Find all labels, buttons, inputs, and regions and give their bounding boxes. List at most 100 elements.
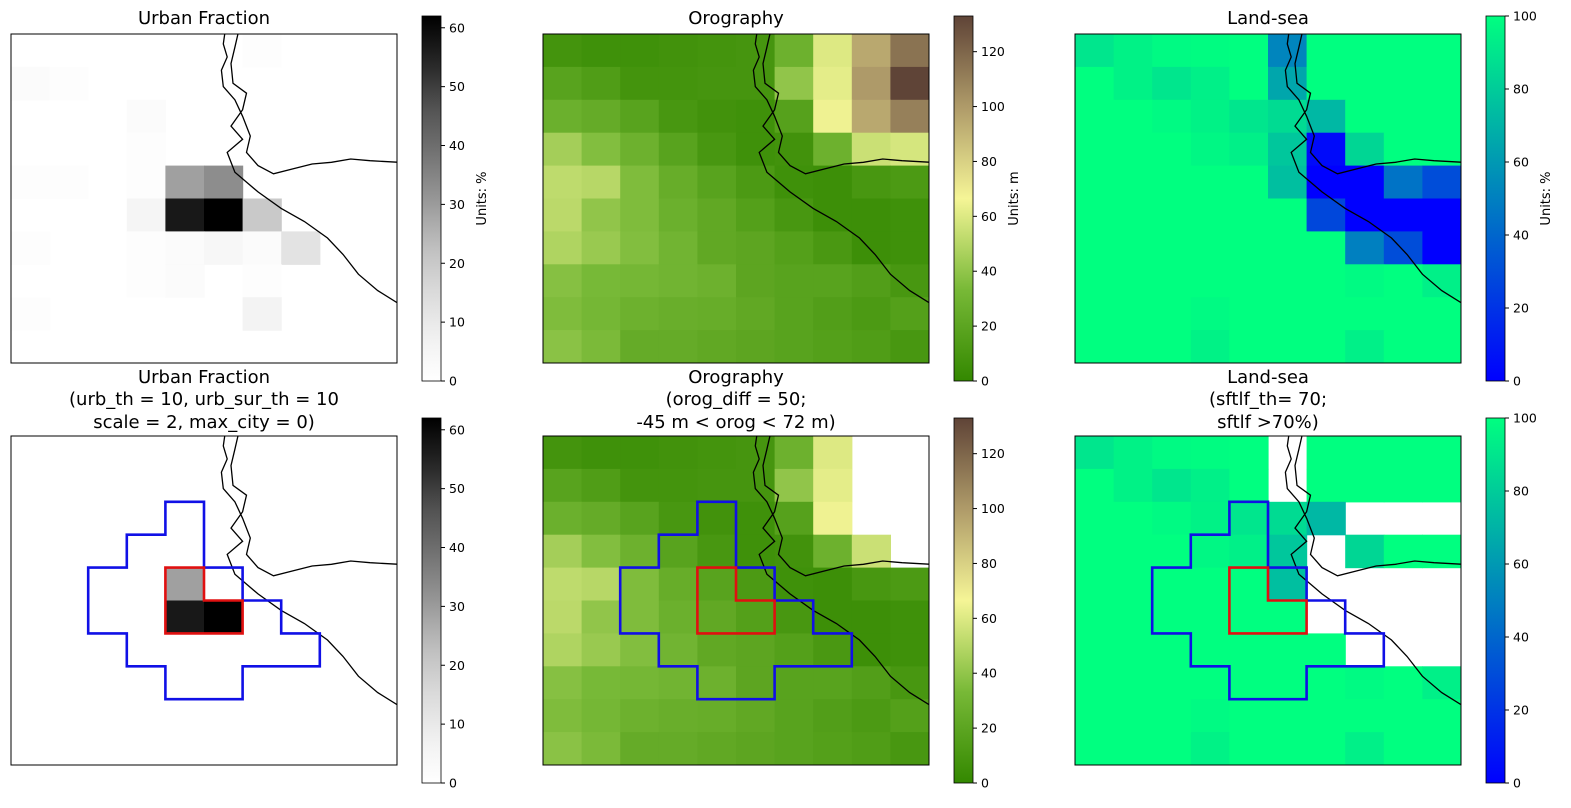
heatmap-cell [1190,436,1230,470]
heatmap-cell [658,567,698,602]
heatmap-cell [1075,99,1115,134]
heatmap-cell [1422,165,1461,200]
heatmap-cell [1268,297,1308,331]
axes-frame [10,33,398,364]
heatmap-cell [658,501,698,536]
heatmap-cell [890,34,929,68]
heatmap-cell [774,567,814,602]
colorbar-tick-label: 40 [1513,228,1529,243]
heatmap-cell [1075,297,1115,331]
heatmap-cell [1229,34,1269,68]
river-line [1284,34,1461,175]
heatmap-cell [1190,567,1230,602]
heatmap-cell [1383,330,1423,363]
colorbar-tick-label: 10 [449,315,465,330]
heatmap-cell [658,198,698,232]
heatmap-cell [581,66,621,101]
heatmap-cell [620,231,660,265]
colorbar-tick-label: 60 [981,611,997,626]
colorbar-tick-label: 0 [449,776,457,791]
heatmap-cell [736,330,776,363]
heatmap-cell [620,666,660,700]
title-line: (orog_diff = 50; [666,389,807,410]
heatmap-cell [543,468,583,503]
heatmap-cell [658,666,698,700]
surroundings-outline [86,500,322,701]
heatmap-cell [581,132,621,167]
heatmap-cell [1383,99,1423,134]
heatmap-cell [774,132,814,167]
heatmap-cell [1190,501,1230,536]
heatmap-cell [1345,699,1385,733]
heatmap-cell [851,567,891,602]
heatmap-cell [736,297,776,331]
heatmap-cell [697,231,737,265]
heatmap-cell [1345,330,1385,363]
heatmap-cell [1383,165,1423,200]
heatmap-cell [1113,534,1153,569]
colorbar: 0 20 40 60 80 100 120 Units: m [953,15,1022,389]
colorbar-tick-label: 0 [1513,776,1521,791]
colorbar-tick-label: 10 [449,717,465,732]
heatmap-cell [1306,198,1346,232]
heatmap-cell [1075,264,1115,298]
heatmap-cell [697,132,737,167]
heatmap-cell [736,732,776,765]
heatmap-cell [813,264,853,298]
heatmap-cell [697,699,737,733]
heatmap-cell [1152,468,1192,503]
heatmap-cell [890,330,929,363]
heatmap-cell [851,198,891,232]
colorbar-tick-label: 50 [449,79,465,94]
heatmap-cell [1075,165,1115,200]
title-line: -45 m < orog < 72 m) [636,412,835,433]
heatmap-cell [1075,501,1115,536]
heatmap-cell [1075,534,1115,569]
heatmap-cell [1152,534,1192,569]
heatmap-cell [543,436,583,470]
heatmap-cell [11,165,51,200]
heatmap-cell [1113,567,1153,602]
heatmap-cell [890,231,929,265]
heatmap-cell [1422,699,1461,733]
heatmap-cell [813,699,853,733]
heatmap-cell [204,165,244,200]
heatmap-cell [1229,501,1269,536]
heatmap-cell [658,34,698,68]
heatmap-cell [697,34,737,68]
heatmap-cell [543,534,583,569]
heatmap-cell [1152,66,1192,101]
map-area [1075,436,1461,765]
heatmap-cell [697,99,737,134]
heatmap-cell [1152,330,1192,363]
heatmap-cell [165,600,205,634]
heatmap-cell [1345,165,1385,200]
colorbar-tick-label: 30 [449,599,465,614]
heatmap-cell [1190,165,1230,200]
panel-6: Land-sea (sftlf_th= 70; sftlf >70%) 0 20 40 60… [1074,367,1537,791]
heatmap-cell [1229,600,1269,634]
heatmap-cell [543,297,583,331]
heatmap-cell [813,501,853,536]
colorbar-tick-label: 20 [981,319,997,334]
axes-frame [1074,435,1462,766]
heatmap-cell [1229,231,1269,265]
heatmap-cell [1152,264,1192,298]
heatmap-cell [620,132,660,167]
colorbar-tick-label: 20 [449,658,465,673]
panel-5: Orography (orog_diff = 50; -45 m < orog < … [542,367,1005,791]
heatmap-cell [1422,34,1461,68]
heatmap-cell [1229,534,1269,569]
heatmap-cell [620,534,660,569]
heatmap-cell [1306,436,1346,470]
heatmap-cell [658,330,698,363]
colorbar-tick-label: 40 [449,540,465,555]
heatmap-cell [1422,468,1461,503]
heatmap-cell [697,264,737,298]
heatmap-cell [1422,198,1461,232]
heatmap-cell [658,99,698,134]
heatmap-cell [543,264,583,298]
heatmap-cell [813,436,853,470]
heatmap-cell [1113,132,1153,167]
heatmap-cell [1345,132,1385,167]
